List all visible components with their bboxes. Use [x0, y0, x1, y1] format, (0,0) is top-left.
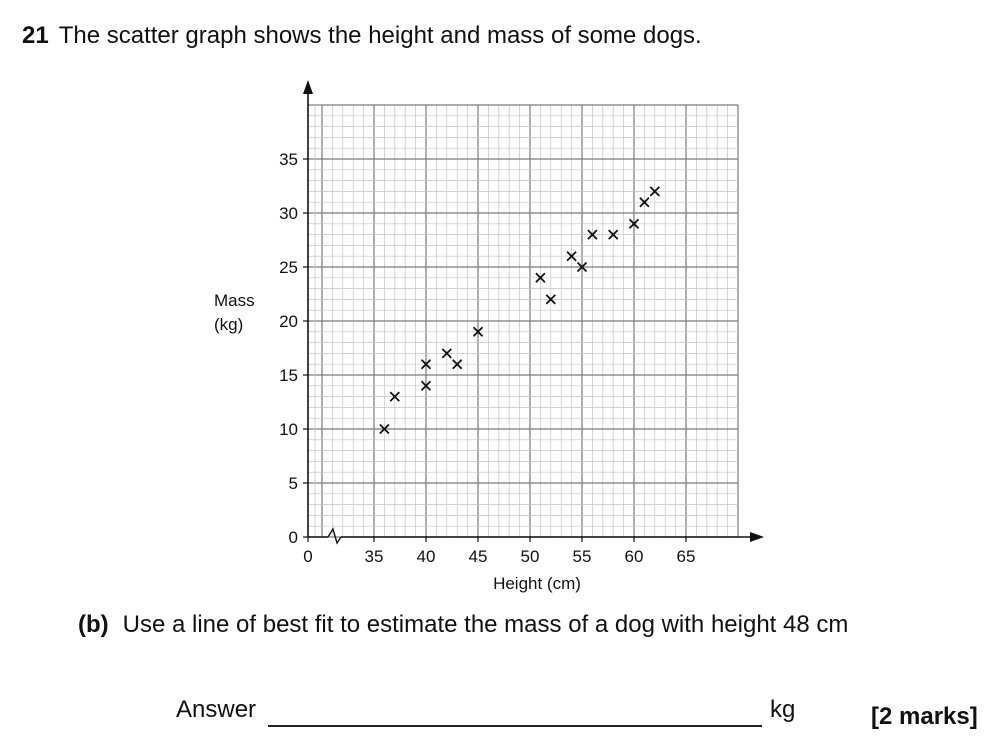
y-tick-label: 5	[289, 474, 298, 493]
x-tick-label: 55	[573, 547, 592, 566]
part-b-label: (b)	[78, 611, 109, 638]
answer-line[interactable]	[268, 725, 762, 727]
x-axis-break	[327, 527, 342, 545]
data-point	[649, 186, 660, 197]
data-point	[472, 326, 484, 337]
x-tick-label: 40	[417, 547, 436, 566]
x-tick-label: 50	[521, 547, 540, 566]
data-point	[379, 423, 390, 435]
part-b-text: Use a line of best fit to estimate the m…	[122, 611, 849, 638]
data-point	[566, 251, 577, 262]
data-point	[587, 229, 598, 240]
x-tick-label: 0	[303, 547, 312, 566]
y-tick-label: 20	[279, 312, 298, 331]
y-tick-label: 30	[279, 204, 298, 223]
x-tick-label: 45	[469, 547, 488, 566]
data-point	[608, 229, 619, 240]
data-point	[576, 261, 588, 273]
answer-label: Answer	[176, 696, 257, 723]
y-tick-label: 10	[279, 420, 298, 439]
marks-label: [2 marks]	[871, 703, 978, 730]
y-axis-arrow	[303, 80, 313, 94]
data-point	[441, 348, 452, 359]
data-point	[452, 359, 463, 370]
data-point	[639, 197, 650, 208]
y-axis-label: Mass	[214, 291, 255, 310]
data-point	[389, 391, 400, 402]
data-point	[420, 359, 432, 370]
x-tick-label: 65	[677, 547, 696, 566]
data-point	[420, 380, 432, 391]
x-tick-label: 60	[625, 547, 644, 566]
answer-unit: kg	[770, 696, 796, 723]
y-tick-label: 15	[279, 366, 298, 385]
scatter-graph: 0 5 10 15 20 25 30 35 0 35 40 45 50 55 60 65 Height (cm)…	[214, 80, 764, 593]
y-tick-label: 35	[279, 150, 298, 169]
data-point	[535, 272, 546, 283]
x-axis-arrow	[750, 532, 764, 542]
x-tick-label: 35	[365, 547, 384, 566]
question-21: 21 The scatter graph shows the height and…	[22, 22, 702, 50]
data-point	[545, 294, 556, 305]
data-point	[628, 218, 640, 229]
question-text: The scatter graph shows the height and m…	[58, 22, 702, 49]
y-axis-label: (kg)	[214, 315, 243, 334]
part-b: (b) Use a line of best fit to estimate th…	[78, 611, 848, 639]
question-number: 21	[22, 22, 49, 49]
y-tick-label: 0	[289, 528, 298, 547]
y-tick-label: 25	[279, 258, 298, 277]
x-axis-label: Height (cm)	[493, 574, 581, 593]
